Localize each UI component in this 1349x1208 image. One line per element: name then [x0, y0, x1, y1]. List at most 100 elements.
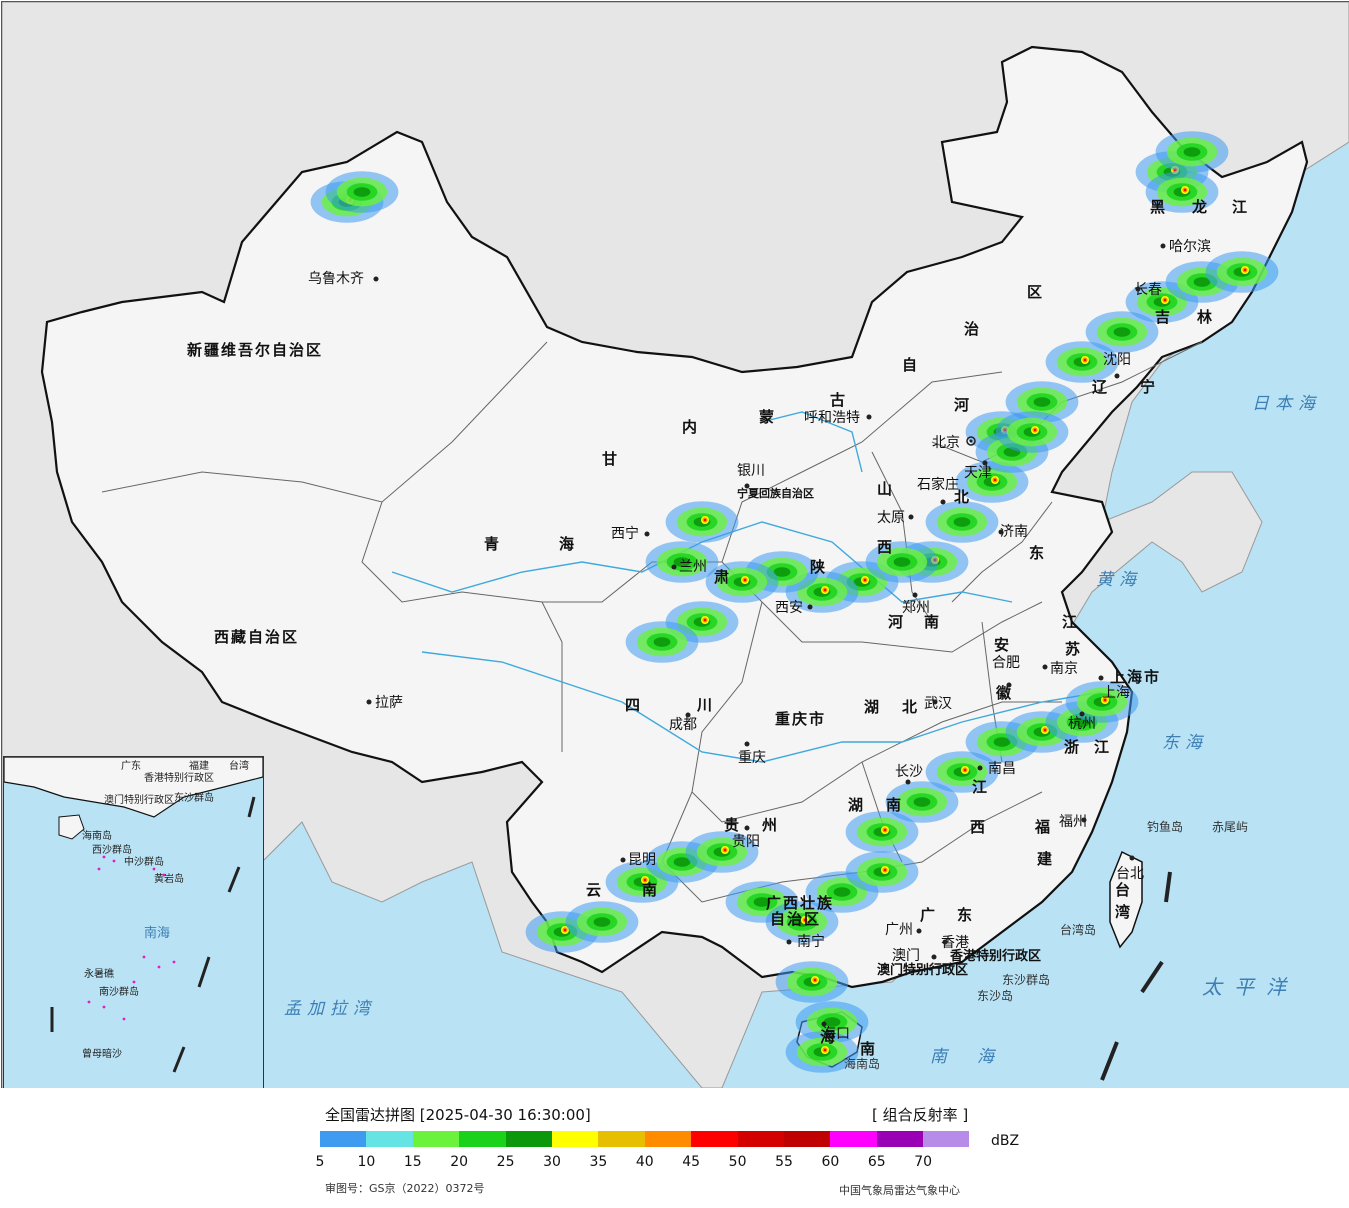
city-label: 重庆 [738, 750, 766, 766]
province-label: 南 [642, 881, 659, 899]
radar-echo-core [643, 878, 647, 882]
province-label: 湾 [1115, 903, 1132, 921]
province-label: 州 [761, 816, 779, 834]
province-label: 江 [1062, 613, 1079, 631]
city-label: 北京 [932, 435, 960, 451]
city-label: 乌鲁木齐 [308, 271, 364, 287]
radar-echo-core [1043, 728, 1047, 732]
radar-echo [353, 187, 371, 197]
province-label: 安 [994, 636, 1011, 654]
city-label: 澳门 [892, 948, 920, 964]
radar-echo [993, 737, 1011, 747]
radar-echo [823, 1017, 841, 1027]
province-label: 建 [1037, 850, 1054, 868]
scale-tick: 40 [635, 1154, 654, 1170]
product-label: [ 组合反射率 ] [872, 1106, 969, 1124]
province-label: 吉 [1155, 308, 1172, 326]
inset-label: 福建 [189, 759, 209, 772]
city-label: 西宁 [611, 525, 639, 542]
inset-label: 南海 [144, 925, 170, 941]
province-label: 南 [860, 1040, 877, 1058]
color-scale-ticks: 5 10 15 20 25 30 35 40 45 50 55 60 65 70 [300, 1154, 1000, 1172]
province-label: 福 [1034, 818, 1052, 836]
color-swatch [783, 1131, 831, 1147]
sea-label: 孟加拉湾 [284, 999, 376, 1019]
radar-echo [1183, 147, 1201, 157]
inset-label: 中沙群岛 [124, 855, 164, 868]
taiwan-island [1109, 850, 1143, 949]
province-label: 内 [682, 418, 699, 436]
radar-echo [673, 857, 691, 867]
inset-label: 黄岩岛 [154, 872, 184, 885]
sea-label: 黄海 [1096, 570, 1142, 590]
province-label: 龙 [1191, 198, 1209, 216]
radar-echo [753, 897, 771, 907]
province-label: 重庆市 [775, 710, 826, 728]
scale-tick: 65 [867, 1154, 886, 1170]
radar-echo-core [743, 578, 747, 582]
scale-tick: 5 [315, 1154, 325, 1170]
province-label: 宁夏回族自治区 [737, 486, 814, 500]
province-label: 新疆维吾尔自治区 [187, 341, 323, 359]
province-label: 苏 [1065, 640, 1082, 658]
city-label: 石家庄 [917, 476, 959, 493]
province-label: 东 [957, 906, 974, 924]
province-label: 蒙 [759, 408, 776, 426]
city-label: 贵阳 [732, 834, 760, 850]
city-label: 广州 [885, 922, 913, 938]
radar-echo-core [883, 828, 887, 832]
radar-echo [1113, 327, 1131, 337]
radar-echo-core [1103, 698, 1107, 702]
province-label: 香港特别行政区 [949, 948, 1041, 964]
province-label: 西 [877, 538, 894, 556]
province-label: 区 [1027, 283, 1044, 301]
province-label: 黑 [1150, 198, 1167, 216]
inset-label: 南沙群岛 [99, 985, 139, 998]
agency-credit: 中国气象局雷达气象中心 [839, 1184, 960, 1197]
inset-label: 澳门特别行政区 [104, 793, 174, 806]
radar-echo [673, 557, 691, 567]
scale-tick: 15 [403, 1154, 422, 1170]
city-label: 济南 [1000, 524, 1028, 540]
scale-tick: 70 [914, 1154, 933, 1170]
scale-tick: 60 [821, 1154, 840, 1170]
sea-labels: 日本海 黄海 东海 太平洋 南海 孟加拉湾 [284, 394, 1315, 1067]
radar-echo-core [1083, 358, 1087, 362]
province-label: 南 [886, 796, 903, 814]
city-label: 南宁 [797, 933, 825, 950]
inset-hainan [58, 814, 85, 840]
radar-echo-core [723, 848, 727, 852]
radar-echo [1033, 397, 1051, 407]
map-panel: 新疆维吾尔自治区 西藏自治区 青 海 甘 肃 内 蒙 古 自 治 区 黑 龙 江… [1, 1, 1349, 1089]
color-swatch [412, 1131, 460, 1147]
inset-dashes [50, 796, 256, 1073]
radar-echo-core [963, 768, 967, 772]
scale-tick: 25 [496, 1154, 515, 1170]
radar-echo-core [1243, 268, 1247, 272]
sea-label: 太平洋 [1202, 975, 1298, 999]
city-label: 武汉 [924, 696, 952, 712]
city-label: 合肥 [992, 655, 1020, 671]
city-label: 杭州 [1068, 716, 1096, 732]
province-label: 海 [559, 535, 576, 553]
sea-label: 东海 [1162, 733, 1208, 753]
city-label: 南京 [1050, 661, 1078, 677]
radar-echo [653, 637, 671, 647]
province-label: 青 [484, 535, 501, 553]
province-label: 治 [964, 320, 981, 338]
province-label: 云 [586, 881, 603, 899]
inset-label: 西沙群岛 [92, 843, 132, 856]
inset-label: 香港特别行政区 [144, 771, 214, 784]
province-label: 广西壮族 [766, 894, 834, 912]
radar-echo [1193, 277, 1211, 287]
city-label: 台北 [1116, 866, 1144, 882]
city-label: 昆明 [628, 852, 656, 868]
province-boundaries [101, 341, 1203, 903]
scale-tick: 35 [589, 1154, 608, 1170]
island-label: 台湾岛 [1060, 922, 1096, 937]
province-label: 辽 [1092, 378, 1109, 396]
city-label: 长春 [1134, 282, 1162, 298]
approval-number: 审图号：GS京（2022）0372号 [325, 1182, 485, 1195]
inset-labels: 广东 福建 台湾 香港特别行政区 澳门特别行政区 东沙群岛 海南岛 西沙群岛 中… [82, 759, 249, 1060]
province-label: 北 [954, 488, 971, 506]
